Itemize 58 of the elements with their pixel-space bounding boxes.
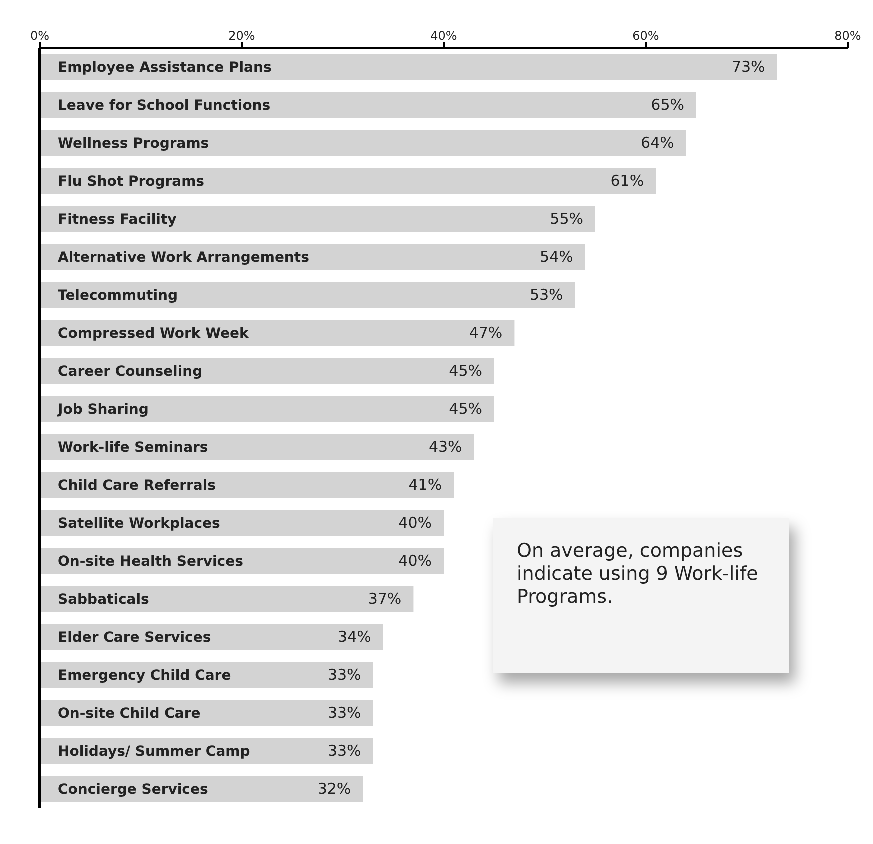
- bar: [40, 282, 576, 308]
- data-label: 54%: [540, 248, 574, 266]
- data-label: 37%: [368, 590, 402, 608]
- y-tick-label: Leave for School Functions: [58, 98, 271, 114]
- y-tick-label: Compressed Work Week: [58, 326, 250, 342]
- bar: [40, 168, 656, 194]
- x-tick-label: 60%: [632, 29, 660, 43]
- data-label: 32%: [318, 780, 352, 798]
- y-tick-label: Elder Care Services: [58, 630, 212, 646]
- x-tick-label: 20%: [228, 29, 256, 43]
- y-tick-label: Holidays/ Summer Camp: [58, 744, 250, 760]
- y-tick-label: Alternative Work Arrangements: [58, 250, 310, 266]
- bar: [40, 320, 515, 346]
- y-tick-label: Concierge Services: [58, 782, 208, 798]
- y-tick-label: Career Counseling: [58, 364, 203, 380]
- bar: [40, 206, 596, 232]
- data-label: 55%: [550, 210, 584, 228]
- y-tick-label: Job Sharing: [57, 402, 149, 418]
- data-label: 33%: [328, 666, 362, 684]
- callout-box: On average, companies indicate using 9 Work-life Programs.: [493, 518, 789, 673]
- bar: [40, 396, 494, 422]
- y-tick-label: Fitness Facility: [58, 212, 177, 228]
- x-tick-label: 80%: [834, 29, 862, 43]
- data-label: 65%: [651, 96, 684, 114]
- data-label: 47%: [469, 324, 503, 342]
- bar: [40, 130, 686, 156]
- data-label: 34%: [338, 628, 372, 646]
- data-label: 73%: [732, 58, 766, 76]
- data-label: 41%: [408, 476, 442, 494]
- y-tick-label: Satellite Workplaces: [58, 516, 220, 532]
- bar: [40, 472, 454, 498]
- data-label: 45%: [449, 362, 482, 380]
- data-label: 33%: [328, 704, 362, 722]
- bar: [40, 92, 696, 118]
- y-tick-label: Work-life Seminars: [58, 440, 208, 456]
- y-tick-label: Employee Assistance Plans: [58, 60, 272, 76]
- bar: [40, 54, 778, 80]
- y-tick-label: Child Care Referrals: [58, 478, 216, 494]
- y-tick-label: Emergency Child Care: [58, 668, 232, 684]
- data-label: 61%: [610, 172, 644, 190]
- x-tick-label: 0%: [30, 29, 50, 43]
- y-tick-label: Flu Shot Programs: [58, 174, 205, 190]
- x-tick-label: 40%: [430, 29, 458, 43]
- data-label: 45%: [449, 400, 482, 418]
- data-label: 53%: [530, 286, 564, 304]
- y-tick-label: Sabbaticals: [58, 592, 150, 608]
- data-label: 40%: [398, 552, 432, 570]
- y-tick-label: Telecommuting: [58, 288, 178, 304]
- y-tick-label: On-site Health Services: [58, 554, 244, 570]
- data-label: 64%: [641, 134, 674, 152]
- bar: [40, 586, 414, 612]
- bar: [40, 434, 474, 460]
- data-label: 40%: [398, 514, 432, 532]
- bar: [40, 358, 494, 384]
- y-tick-label: On-site Child Care: [58, 706, 201, 722]
- data-label: 43%: [428, 438, 462, 456]
- y-tick-label: Wellness Programs: [58, 136, 210, 152]
- data-label: 33%: [328, 742, 362, 760]
